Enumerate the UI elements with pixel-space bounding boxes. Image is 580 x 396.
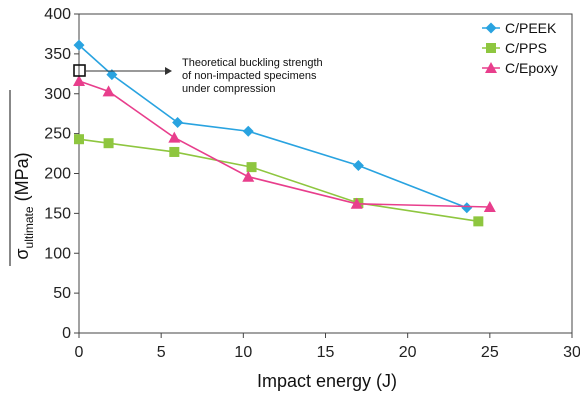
y-tick-label: 400: [44, 6, 71, 23]
x-tick-label: 10: [234, 344, 252, 361]
y-tick-label: 300: [44, 86, 71, 103]
svg-text:Theoretical buckling strength: Theoretical buckling strength of non-imp…: [182, 57, 326, 95]
series-line-c-peek: [78, 44, 468, 209]
annotation: Theoretical buckling strength of non-imp…: [73, 57, 326, 95]
data-point-c-pps: [473, 216, 484, 227]
legend-item-c-epoxy: C/Epoxy: [482, 60, 558, 76]
data-point-c-peek: [172, 116, 184, 128]
data-point-c-epoxy: [102, 85, 115, 97]
data-point-c-pps: [74, 134, 84, 145]
data-point-c-pps: [103, 138, 114, 149]
legend-label-c-epoxy: C/Epoxy: [505, 60, 558, 76]
data-point-c-peek: [106, 69, 118, 81]
legend-marker-c-epoxy: [485, 62, 497, 73]
data-point-c-pps: [169, 146, 180, 157]
y-axis-title-symbol: σ: [12, 248, 32, 259]
y-tick-label: 0: [62, 325, 71, 342]
legend-label-c-pps: C/PPS: [505, 40, 547, 56]
y-tick-label: 50: [53, 285, 71, 302]
legend-marker-c-peek: [485, 22, 497, 34]
data-point-c-peek: [73, 39, 85, 51]
annotation-line-1: Theoretical buckling strength: [182, 57, 323, 69]
annotation-line-3: under compression: [182, 83, 276, 95]
y-tick-label: 100: [44, 245, 71, 262]
series-layer: [73, 39, 496, 227]
y-axis-title-unit: (MPa): [12, 152, 32, 206]
svg-text:σultimate (MPa): σultimate (MPa): [12, 152, 36, 259]
annotation-arrow-head: [165, 67, 172, 75]
legend: C/PEEK C/PPS C/Epoxy: [482, 20, 558, 76]
y-tick-label: 150: [44, 205, 71, 222]
annotation-marker: [73, 64, 86, 77]
x-tick-label: 0: [75, 344, 84, 361]
legend-item-c-peek: C/PEEK: [482, 20, 557, 36]
data-point-c-epoxy: [73, 74, 85, 86]
legend-item-c-pps: C/PPS: [482, 40, 547, 56]
data-point-c-peek: [352, 160, 364, 172]
annotation-line-2: of non-impacted specimens: [182, 70, 317, 82]
data-point-c-epoxy: [168, 131, 181, 143]
y-tick-label: 200: [44, 166, 71, 183]
y-axis-title: σultimate (MPa): [9, 90, 36, 266]
series-line-c-epoxy: [78, 80, 490, 208]
y-tick-label: 350: [44, 46, 71, 63]
data-point-c-epoxy: [242, 170, 255, 182]
x-tick-label: 15: [317, 344, 335, 361]
data-point-c-peek: [461, 202, 473, 214]
series-c-epoxy: [73, 74, 496, 212]
y-axis: 0 50 100 150 200 250 300 350 400: [44, 6, 79, 342]
series-line-c-pps: [78, 138, 479, 223]
x-tick-label: 20: [399, 344, 417, 361]
x-tick-label: 30: [563, 344, 580, 361]
data-point-c-pps: [246, 162, 257, 173]
series-c-peek: [73, 39, 473, 214]
y-tick-label: 250: [44, 126, 71, 143]
x-axis-title: Impact energy (J): [257, 371, 397, 391]
data-point-c-peek: [242, 125, 254, 137]
x-axis: 0 5 10 15 20 25 30: [75, 333, 580, 361]
data-point-c-epoxy: [483, 200, 496, 212]
legend-label-c-peek: C/PEEK: [505, 20, 557, 36]
data-point-c-epoxy: [350, 197, 363, 209]
series-c-pps: [74, 134, 484, 227]
legend-marker-c-pps: [486, 43, 496, 53]
x-tick-label: 5: [157, 344, 166, 361]
x-tick-label: 25: [481, 344, 499, 361]
y-axis-title-subscript: ultimate: [22, 206, 36, 248]
